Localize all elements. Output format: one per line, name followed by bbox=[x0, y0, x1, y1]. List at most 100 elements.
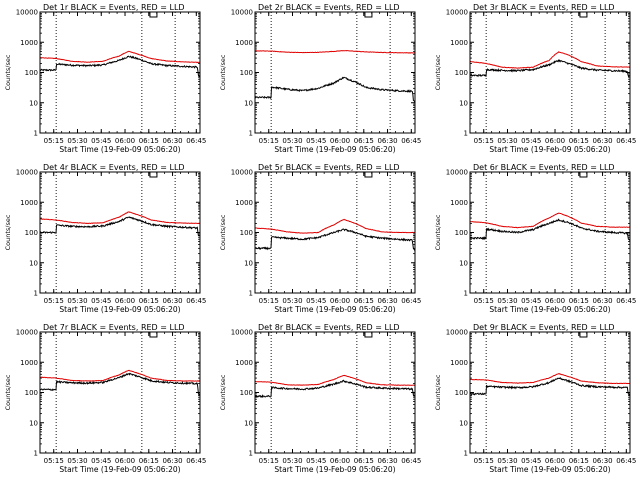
y-tick-label: 1000 bbox=[450, 39, 468, 47]
events-series-line bbox=[254, 379, 416, 399]
events-series-line bbox=[469, 218, 631, 241]
y-tick-label: 10 bbox=[29, 259, 38, 267]
x-tick-label: 06:30 bbox=[592, 297, 612, 305]
events-series-line bbox=[39, 216, 201, 237]
x-axis-label: Start Time (19-Feb-09 05:06:20) bbox=[489, 305, 610, 314]
plot-frame bbox=[469, 331, 631, 454]
y-axis-label: Counts/sec bbox=[434, 54, 442, 90]
top-box-marker bbox=[364, 332, 373, 338]
x-tick-label: 05:30 bbox=[282, 137, 302, 145]
chart-panel-8: Det 8r BLACK = Events, RED = LLD 1 10 100 10… bbox=[219, 323, 421, 474]
x-tick-label: 05:30 bbox=[282, 297, 302, 305]
lld-series-line bbox=[469, 212, 631, 229]
y-tick-label: 10000 bbox=[446, 9, 468, 17]
x-axis-label: Start Time (19-Feb-09 05:06:20) bbox=[489, 145, 610, 154]
x-tick-label: 05:30 bbox=[282, 457, 302, 465]
x-tick-label: 06:15 bbox=[139, 137, 159, 145]
y-axis-label: Counts/sec bbox=[219, 214, 227, 250]
x-tick-label: 05:45 bbox=[91, 137, 111, 145]
x-tick-label: 06:00 bbox=[545, 297, 565, 305]
plot-frame bbox=[469, 171, 631, 294]
y-tick-label: 100 bbox=[25, 389, 38, 397]
x-tick-label: 05:30 bbox=[497, 137, 517, 145]
plot-frame bbox=[469, 11, 631, 134]
x-tick-label: 06:45 bbox=[616, 457, 636, 465]
y-ticks: 1 10 100 1000 10000 bbox=[231, 329, 415, 458]
chart-panel-9: Det 9r BLACK = Events, RED = LLD 1 10 100 10… bbox=[434, 323, 636, 474]
y-ticks: 1 10 100 1000 10000 bbox=[446, 9, 630, 138]
plot-frame bbox=[39, 331, 201, 454]
lld-series-line bbox=[39, 211, 201, 225]
x-tick-label: 05:30 bbox=[67, 137, 87, 145]
x-tick-label: 06:45 bbox=[401, 457, 421, 465]
lld-series-line bbox=[469, 373, 631, 385]
x-tick-label: 06:15 bbox=[354, 297, 374, 305]
plot-frame bbox=[254, 11, 416, 134]
events-series-line bbox=[469, 376, 631, 397]
lld-series-line bbox=[39, 50, 201, 64]
x-axis-label: Start Time (19-Feb-09 05:06:20) bbox=[489, 465, 610, 474]
x-tick-label: 05:45 bbox=[521, 137, 541, 145]
events-series-line bbox=[39, 372, 201, 396]
plot-frame bbox=[254, 331, 416, 454]
y-tick-label: 100 bbox=[240, 69, 253, 77]
lld-series-line bbox=[254, 218, 416, 234]
x-tick-label: 05:45 bbox=[91, 297, 111, 305]
x-tick-label: 05:15 bbox=[259, 297, 279, 305]
x-tick-label: 05:30 bbox=[497, 457, 517, 465]
chart-panel-7: Det 7r BLACK = Events, RED = LLD 1 10 100 10… bbox=[4, 323, 206, 474]
y-axis-label: Counts/sec bbox=[4, 374, 12, 410]
panel-title: Det 2r BLACK = Events, RED = LLD bbox=[258, 3, 400, 12]
events-series-line bbox=[254, 76, 416, 103]
x-ticks: 05:15 05:30 05:45 06:00 06:15 06:30 06:45 bbox=[474, 172, 636, 305]
y-tick-label: 100 bbox=[240, 229, 253, 237]
x-tick-label: 06:15 bbox=[569, 137, 589, 145]
top-box-marker bbox=[149, 172, 158, 178]
y-tick-label: 10000 bbox=[16, 329, 38, 337]
x-axis-label: Start Time (19-Feb-09 05:06:20) bbox=[274, 465, 395, 474]
x-tick-label: 06:15 bbox=[139, 457, 159, 465]
x-ticks: 05:15 05:30 05:45 06:00 06:15 06:30 06:45 bbox=[44, 332, 206, 465]
top-box-marker bbox=[149, 12, 158, 18]
x-tick-label: 05:15 bbox=[259, 457, 279, 465]
chart-panel-4: Det 4r BLACK = Events, RED = LLD 1 10 100 10… bbox=[4, 163, 206, 314]
x-tick-label: 05:30 bbox=[67, 457, 87, 465]
x-tick-label: 06:30 bbox=[377, 457, 397, 465]
x-tick-label: 06:30 bbox=[592, 457, 612, 465]
y-tick-label: 100 bbox=[455, 389, 468, 397]
y-axis-label: Counts/sec bbox=[4, 214, 12, 250]
y-tick-label: 1 bbox=[249, 130, 253, 138]
x-tick-label: 06:45 bbox=[401, 137, 421, 145]
y-tick-label: 1000 bbox=[450, 199, 468, 207]
chart-panel-2: Det 2r BLACK = Events, RED = LLD 1 10 100 10… bbox=[219, 3, 421, 154]
events-series-line bbox=[39, 55, 201, 78]
y-ticks: 1 10 100 1000 10000 bbox=[446, 169, 630, 298]
panel-title: Det 9r BLACK = Events, RED = LLD bbox=[473, 323, 615, 332]
x-tick-label: 05:45 bbox=[306, 457, 326, 465]
x-tick-label: 06:45 bbox=[186, 137, 206, 145]
x-tick-label: 06:00 bbox=[330, 297, 350, 305]
x-tick-label: 06:45 bbox=[616, 297, 636, 305]
x-ticks: 05:15 05:30 05:45 06:00 06:15 06:30 06:45 bbox=[474, 332, 636, 465]
x-tick-label: 05:15 bbox=[474, 137, 494, 145]
panel-title: Det 5r BLACK = Events, RED = LLD bbox=[258, 163, 400, 172]
x-tick-label: 06:00 bbox=[330, 457, 350, 465]
y-tick-label: 10 bbox=[244, 99, 253, 107]
x-tick-label: 06:00 bbox=[115, 457, 135, 465]
x-tick-label: 06:45 bbox=[186, 457, 206, 465]
x-tick-label: 05:45 bbox=[521, 457, 541, 465]
y-tick-label: 10000 bbox=[231, 169, 253, 177]
top-box-marker bbox=[579, 12, 588, 18]
x-tick-label: 06:15 bbox=[139, 297, 159, 305]
y-tick-label: 1 bbox=[249, 290, 253, 298]
x-tick-label: 05:45 bbox=[91, 457, 111, 465]
x-tick-label: 06:30 bbox=[377, 297, 397, 305]
x-tick-label: 06:00 bbox=[545, 137, 565, 145]
x-tick-label: 05:45 bbox=[306, 297, 326, 305]
panel-title: Det 3r BLACK = Events, RED = LLD bbox=[473, 3, 615, 12]
y-tick-label: 100 bbox=[455, 69, 468, 77]
panel-title: Det 8r BLACK = Events, RED = LLD bbox=[258, 323, 400, 332]
y-ticks: 1 10 100 1000 10000 bbox=[231, 169, 415, 298]
x-tick-label: 06:45 bbox=[616, 137, 636, 145]
